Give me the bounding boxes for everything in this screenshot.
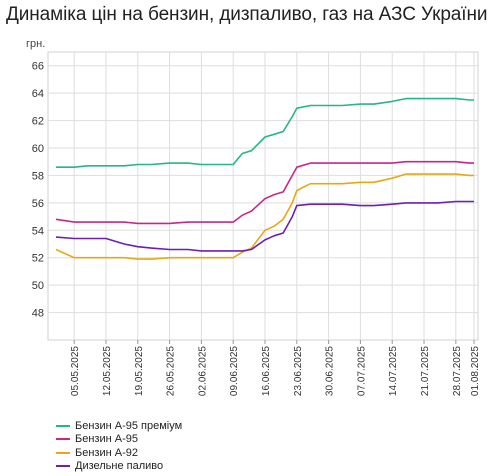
legend-label: Бензин А-95 преміум <box>75 419 183 432</box>
x-tick-label: 30.06.2025 <box>325 346 336 396</box>
x-tick-label: 19.05.2025 <box>134 346 145 396</box>
x-tick-label: 21.07.2025 <box>420 346 431 396</box>
legend-item: Бензин А-92 <box>56 446 182 460</box>
y-tick-label: 66 <box>32 61 44 73</box>
legend-item: Дизельне паливо <box>56 460 182 474</box>
legend-item: Бензин А-95 <box>56 433 182 447</box>
y-axis-unit-label: грн. <box>26 38 46 50</box>
series-lines <box>55 97 474 260</box>
legend-label: Дизельне паливо <box>75 460 164 473</box>
y-tick-label: 50 <box>32 280 44 292</box>
x-tick-label: 07.07.2025 <box>356 346 367 396</box>
series-line-4 <box>55 200 474 252</box>
y-tick-label: 60 <box>32 143 44 155</box>
x-tick-label: 02.06.2025 <box>197 346 208 396</box>
legend-item: Бензин А-95 преміум <box>56 419 182 433</box>
chart-title: Динаміка цін на бензин, дизпаливо, газ н… <box>6 4 488 25</box>
series-line-2 <box>55 160 474 225</box>
x-tick-label: 23.06.2025 <box>293 346 304 396</box>
legend-swatch <box>56 451 70 454</box>
legend-swatch <box>56 465 70 468</box>
y-tick-label: 62 <box>32 116 44 128</box>
x-tick-label: 01.08.2025 <box>470 346 481 396</box>
x-tick-label: 05.05.2025 <box>70 346 81 396</box>
x-tick-label: 28.07.2025 <box>452 346 463 396</box>
legend: Бензин А-95 преміум Бензин А-95 Бензин А-9… <box>56 419 182 473</box>
y-tick-label: 54 <box>32 225 44 237</box>
x-tick-label: 26.05.2025 <box>166 346 177 396</box>
y-tick-label: 58 <box>32 170 44 182</box>
y-tick-label: 52 <box>32 253 44 265</box>
legend-label: Бензин А-95 <box>75 433 138 446</box>
legend-label: Бензин А-92 <box>75 446 138 459</box>
legend-swatch <box>56 424 70 427</box>
series-line-1 <box>56 97 474 168</box>
x-tick-label: 12.05.2025 <box>102 346 113 396</box>
x-tick-label: 09.06.2025 <box>229 346 240 396</box>
series-line-3 <box>55 173 474 260</box>
grid <box>47 51 479 341</box>
y-tick-label: 48 <box>32 308 44 320</box>
x-axis-ticks: 05.05.2025 12.05.2025 19.05.2025 26.05.2025… <box>70 340 481 396</box>
y-tick-label: 56 <box>32 198 44 210</box>
plot-frame <box>47 51 479 341</box>
x-tick-label: 14.07.2025 <box>388 346 399 396</box>
x-tick-label: 16.06.2025 <box>261 346 272 396</box>
y-tick-label: 64 <box>32 88 44 100</box>
legend-swatch <box>56 438 70 441</box>
y-axis-ticks: 48 50 52 54 56 58 60 62 64 66 <box>32 61 44 320</box>
